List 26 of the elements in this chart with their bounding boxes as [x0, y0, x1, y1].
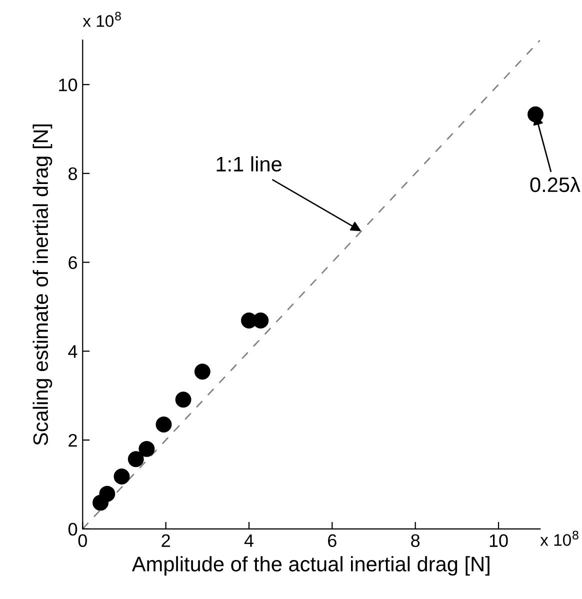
point — [252, 312, 269, 328]
y-tick-label: 4 — [68, 345, 78, 358]
annotation: 0.25λ — [530, 176, 580, 192]
y-tick-label: 6 — [68, 256, 77, 270]
x-tick-label: 4 — [244, 534, 254, 547]
point — [114, 468, 130, 484]
x-tick-label: 6 — [328, 534, 336, 548]
y-axis-title: Scaling estimate of inertial drag [N] — [32, 124, 52, 446]
point — [156, 416, 172, 432]
y-tick-label: 0 — [68, 522, 78, 536]
x-tick-label: 8 — [411, 534, 420, 548]
text: x 10$^{8}$ — [82, 12, 121, 27]
point — [138, 440, 155, 457]
text: x 10$^{8}$ — [540, 530, 578, 546]
x-tick-label: 10 — [490, 534, 508, 548]
point — [194, 364, 210, 380]
point — [175, 392, 192, 408]
y-tick-label: 10 — [59, 78, 78, 92]
y-tick-label: 8 — [68, 167, 77, 180]
point — [128, 451, 144, 468]
y-tick-label: 2 — [68, 434, 77, 447]
x-tick-label: 0 — [78, 534, 87, 548]
x-axis-title: Amplitude of the actual inertial drag [N] — [132, 556, 490, 576]
point — [99, 486, 116, 502]
annotation: 1:1 line — [216, 156, 282, 172]
x-tick-label: 2 — [162, 534, 170, 547]
